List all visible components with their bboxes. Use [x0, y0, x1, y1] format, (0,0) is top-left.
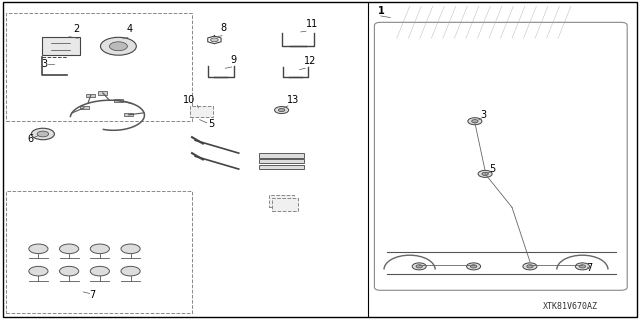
Text: XTK81V670AZ: XTK81V670AZ — [543, 302, 598, 311]
Circle shape — [472, 120, 478, 123]
Circle shape — [482, 172, 488, 175]
Bar — [272, 198, 298, 211]
Text: 13: 13 — [287, 95, 299, 105]
Bar — [259, 159, 304, 163]
FancyBboxPatch shape — [374, 22, 627, 290]
Text: 5: 5 — [208, 119, 214, 130]
Text: 9: 9 — [230, 56, 237, 65]
Circle shape — [60, 266, 79, 276]
Circle shape — [37, 131, 49, 137]
Circle shape — [60, 244, 79, 254]
Text: 3: 3 — [480, 110, 486, 120]
Circle shape — [211, 38, 218, 42]
Circle shape — [100, 37, 136, 55]
Bar — [191, 106, 212, 117]
Circle shape — [29, 244, 48, 254]
Text: 4: 4 — [127, 25, 133, 34]
Circle shape — [90, 244, 109, 254]
Circle shape — [109, 42, 127, 51]
Bar — [6, 13, 192, 121]
Circle shape — [275, 107, 289, 114]
Circle shape — [416, 265, 422, 268]
Circle shape — [527, 265, 533, 268]
Text: 1: 1 — [378, 6, 385, 16]
Bar — [259, 165, 304, 169]
Text: 11: 11 — [306, 19, 318, 29]
Bar — [99, 91, 108, 94]
Text: 2: 2 — [74, 25, 80, 34]
Text: 12: 12 — [304, 56, 316, 66]
Text: 3: 3 — [42, 59, 48, 69]
Text: 6: 6 — [27, 134, 33, 144]
Circle shape — [121, 266, 140, 276]
Circle shape — [468, 118, 482, 125]
Bar — [124, 113, 133, 116]
Bar — [79, 106, 88, 109]
Circle shape — [575, 263, 589, 270]
Bar — [6, 191, 192, 313]
Text: 7: 7 — [90, 290, 96, 300]
Circle shape — [412, 263, 426, 270]
Circle shape — [523, 263, 537, 270]
Circle shape — [478, 170, 492, 177]
Bar — [42, 37, 80, 55]
Circle shape — [90, 266, 109, 276]
Bar — [269, 195, 294, 207]
Circle shape — [470, 265, 477, 268]
Bar — [259, 153, 304, 158]
Text: 10: 10 — [183, 95, 195, 105]
Circle shape — [29, 266, 48, 276]
Text: 5: 5 — [490, 164, 496, 174]
Circle shape — [121, 244, 140, 254]
Circle shape — [278, 108, 285, 112]
Circle shape — [579, 265, 586, 268]
Circle shape — [31, 128, 54, 140]
Text: 7: 7 — [586, 263, 593, 272]
Circle shape — [467, 263, 481, 270]
Bar — [113, 99, 122, 102]
Text: 8: 8 — [221, 24, 227, 33]
Bar — [86, 94, 95, 97]
